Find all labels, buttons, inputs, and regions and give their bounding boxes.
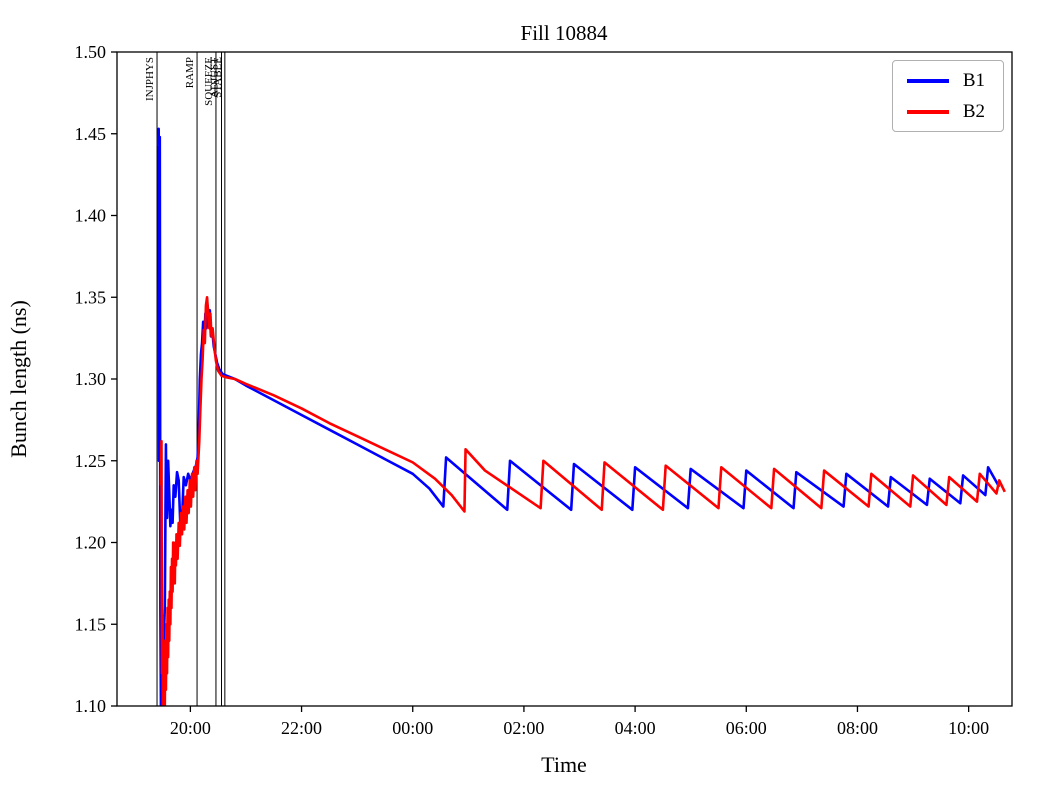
chart-title: Fill 10884	[521, 21, 608, 45]
y-tick-label: 1.45	[75, 124, 107, 144]
legend-line-b2-icon	[906, 109, 949, 114]
beam-mode-lines	[156, 52, 226, 706]
axes: 20:00 22:00 00:00 02:00 04:00 06:00 08:00 10:00…	[75, 42, 1013, 738]
x-tick-label: 08:00	[837, 718, 878, 738]
y-tick-label: 1.10	[75, 696, 107, 716]
y-axis-label: Bunch length (ns)	[6, 300, 31, 458]
legend-label-b2: B2	[962, 101, 985, 122]
x-tick-label: 22:00	[281, 718, 322, 738]
x-tick-label: 04:00	[615, 718, 656, 738]
legend-label-b1: B1	[962, 70, 985, 91]
x-tick-label: 06:00	[726, 718, 767, 738]
beam-mode-label-adjust: ADJUST	[209, 57, 221, 98]
x-axis-label: Time	[541, 752, 587, 777]
x-tick-label: 00:00	[392, 718, 433, 738]
y-tick-label: 1.25	[75, 451, 107, 471]
y-tick-label: 1.40	[75, 206, 107, 226]
y-tick-label: 1.30	[75, 369, 107, 389]
series-line-b1	[156, 127, 1001, 706]
beam-mode-label-stable: STABLE	[212, 57, 224, 98]
legend-entry-b2: B2	[906, 101, 985, 122]
legend-line-b1-icon	[906, 78, 949, 83]
beam-mode-label-squeeze: SQUEEZE	[203, 57, 215, 106]
series-line-b2	[159, 295, 1006, 706]
legend: B1 B2	[891, 60, 1004, 132]
y-tick-label: 1.20	[75, 533, 107, 553]
y-tick-label: 1.35	[75, 287, 107, 307]
legend-entry-b1: B1	[906, 70, 985, 91]
y-tick-label: 1.15	[75, 614, 107, 634]
beam-mode-label-injphys: INJPHYS	[144, 57, 156, 101]
x-tick-label: 10:00	[948, 718, 989, 738]
plot-border	[116, 51, 1013, 707]
x-tick-label: 02:00	[503, 718, 544, 738]
beam-mode-label-ramp: RAMP	[184, 57, 196, 88]
x-tick-label: 20:00	[170, 718, 211, 738]
y-tick-label: 1.50	[75, 42, 107, 62]
data-series	[156, 127, 1006, 706]
